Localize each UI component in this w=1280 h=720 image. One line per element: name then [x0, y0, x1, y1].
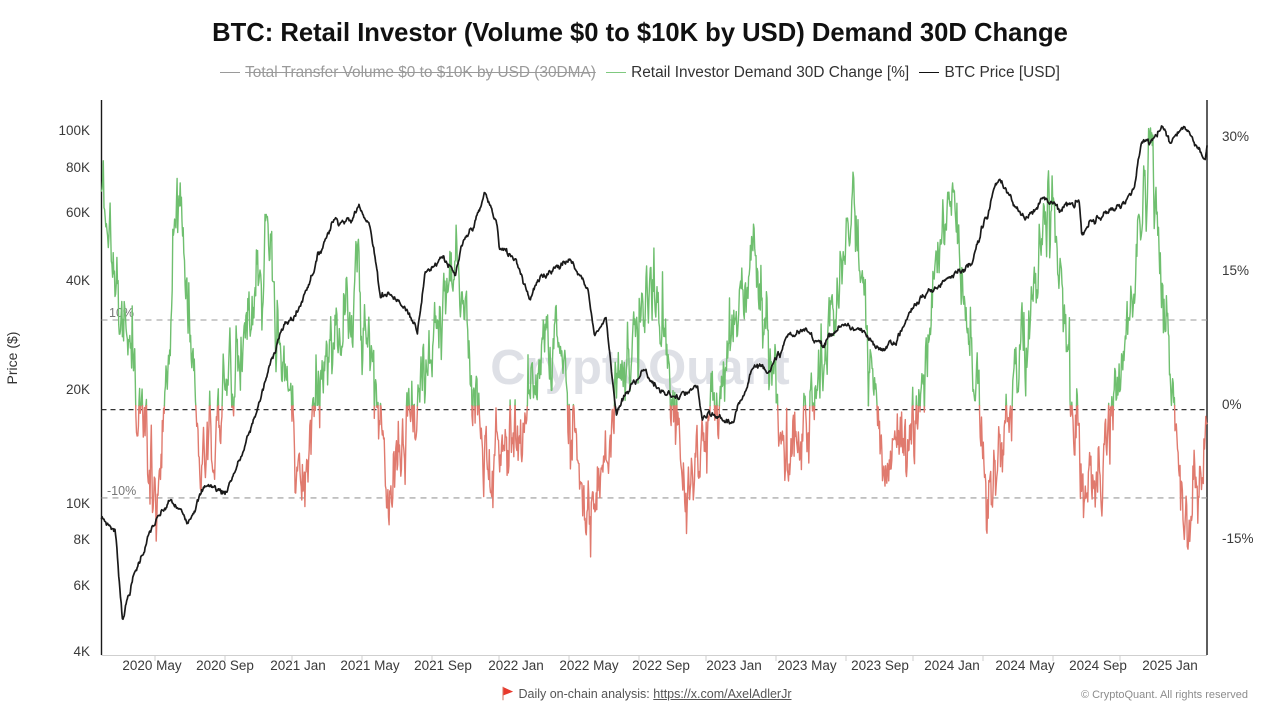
- svg-text:-10%: -10%: [107, 484, 136, 498]
